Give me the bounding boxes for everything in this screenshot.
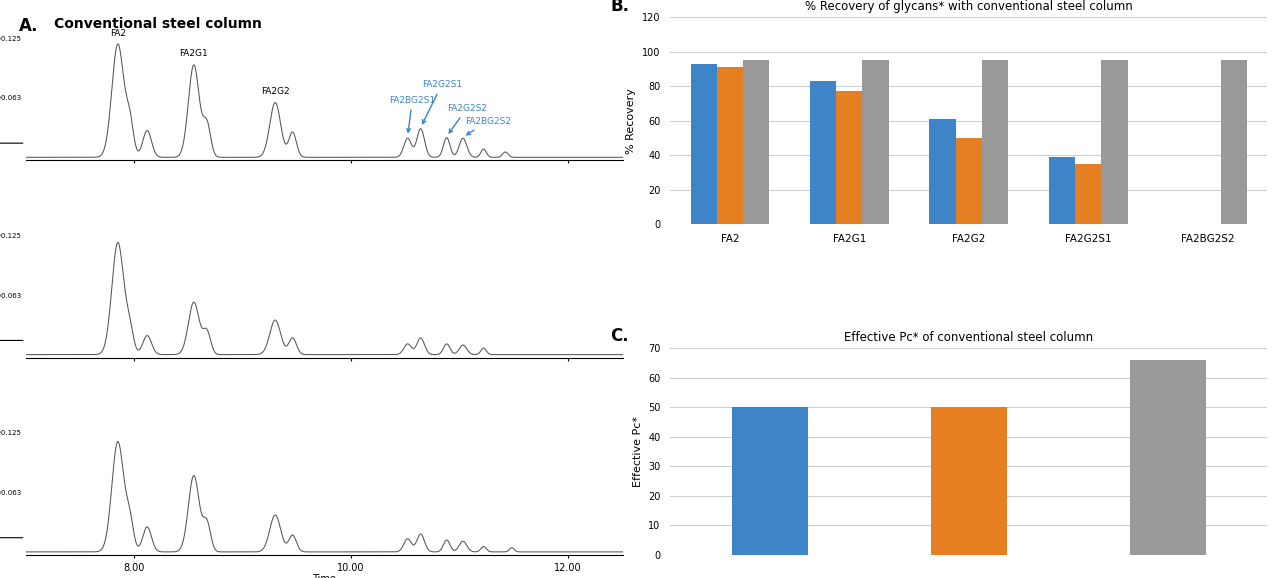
Text: A.: A. xyxy=(19,17,38,35)
Bar xyxy=(863,61,888,224)
Bar xyxy=(691,64,717,224)
Bar xyxy=(744,61,769,224)
Bar xyxy=(836,91,863,224)
Bar xyxy=(810,81,836,224)
Text: FA2G2S1: FA2G2S1 xyxy=(421,80,462,124)
Text: FA2BG2S2: FA2BG2S2 xyxy=(465,117,511,135)
Text: C.: C. xyxy=(611,328,630,346)
Bar xyxy=(929,119,956,224)
Bar xyxy=(1075,164,1101,224)
Bar xyxy=(982,61,1009,224)
Bar xyxy=(1048,157,1075,224)
Bar xyxy=(732,407,808,555)
Bar xyxy=(717,67,744,224)
X-axis label: Time: Time xyxy=(312,574,335,578)
Text: FA2G2: FA2G2 xyxy=(261,87,289,96)
Text: B.: B. xyxy=(611,0,630,14)
Bar xyxy=(956,138,982,224)
Title: % Recovery of glycans* with conventional steel column: % Recovery of glycans* with conventional… xyxy=(805,1,1133,13)
Bar xyxy=(1130,360,1206,555)
Text: FA2BG2S1: FA2BG2S1 xyxy=(389,95,435,132)
Bar xyxy=(1221,61,1247,224)
Title: Effective Pc* of conventional steel column: Effective Pc* of conventional steel colu… xyxy=(845,331,1093,344)
Text: FA2G1: FA2G1 xyxy=(179,50,209,58)
Text: FA2: FA2 xyxy=(110,28,125,38)
Text: FA2G2S2: FA2G2S2 xyxy=(447,104,486,133)
Bar xyxy=(1101,61,1128,224)
Y-axis label: Effective Pc*: Effective Pc* xyxy=(632,416,643,487)
Y-axis label: % Recovery: % Recovery xyxy=(626,88,636,154)
Text: Conventional steel column: Conventional steel column xyxy=(54,17,261,31)
Bar xyxy=(931,407,1006,555)
